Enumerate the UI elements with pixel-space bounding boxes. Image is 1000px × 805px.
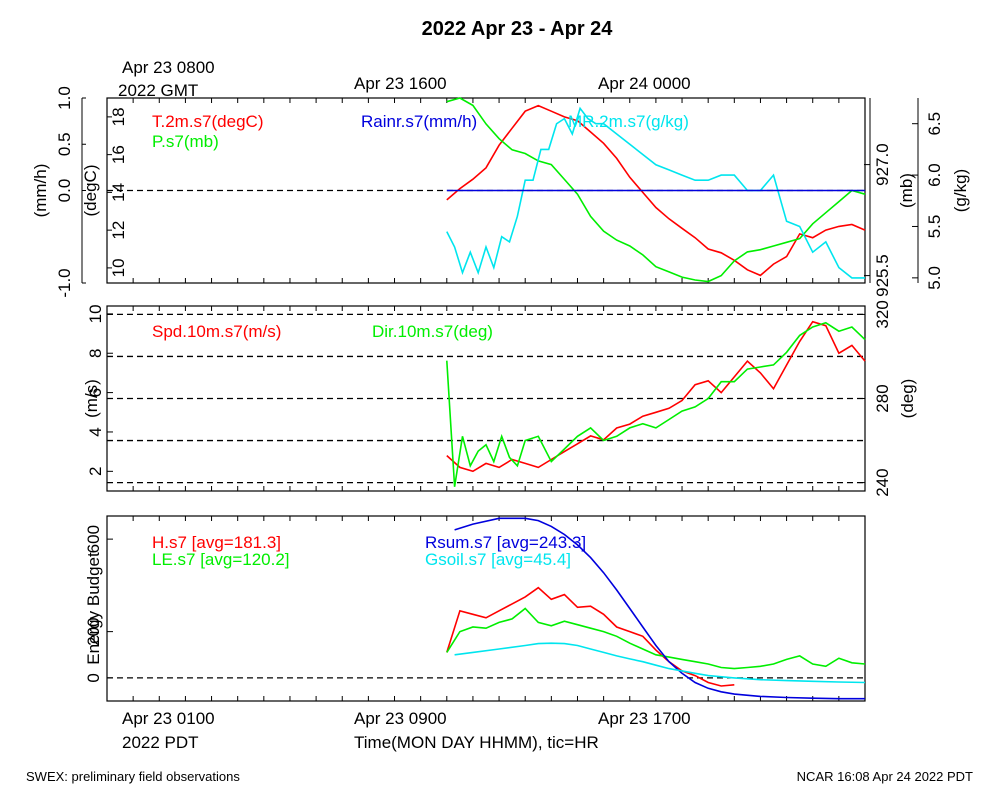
temp-axis-tick-label: 16 bbox=[109, 145, 128, 164]
top-time-label-2: 2022 GMT bbox=[118, 81, 198, 100]
energy-axis-tick-label: 600 bbox=[84, 525, 103, 553]
top-time-label-4: Apr 24 0000 bbox=[598, 74, 691, 93]
speed-axis-tick-label: 4 bbox=[86, 427, 105, 436]
direction-axis-tick-label: 240 bbox=[873, 468, 892, 496]
rain-axis-tick-label: 1.0 bbox=[55, 86, 74, 110]
rain-axis-label: (mm/h) bbox=[31, 164, 50, 218]
legend-p-s7: P.s7(mb) bbox=[152, 132, 219, 151]
bottom-time-label-2: 2022 PDT bbox=[122, 733, 199, 752]
series-line-h-s7 bbox=[446, 586, 735, 687]
energy-axis-label: Energy Budget bbox=[84, 552, 103, 665]
legend-dir-10m-s7: Dir.10m.s7(deg) bbox=[372, 322, 493, 341]
mr-axis-tick-label: 5.0 bbox=[925, 266, 944, 290]
direction-axis-label: (deg) bbox=[898, 379, 917, 419]
legend-rainr-s7: Rainr.s7(mm/h) bbox=[361, 112, 477, 131]
direction-axis-tick-label: 320 bbox=[873, 300, 892, 328]
x-axis-label: Time(MON DAY HHMM), tic=HR bbox=[354, 733, 599, 752]
mr-axis-tick-label: 6.5 bbox=[925, 112, 944, 136]
series-line-t-2m-s7 bbox=[446, 104, 866, 277]
rain-axis-tick-label: -1.0 bbox=[55, 268, 74, 297]
speed-axis-tick-label: 10 bbox=[86, 304, 105, 323]
bottom-time-label-1: Apr 23 0100 bbox=[122, 709, 215, 728]
mr-axis-label: (g/kg) bbox=[951, 169, 970, 212]
bottom-time-label-3: Apr 23 0900 bbox=[354, 709, 447, 728]
speed-axis-tick-label: 2 bbox=[86, 467, 105, 476]
pres-axis-tick-label: 925.5 bbox=[873, 254, 892, 297]
series-line-mr-2m-s7 bbox=[446, 106, 865, 279]
legend-le-s7: LE.s7 [avg=120.2] bbox=[152, 550, 290, 569]
top-time-label-3: Apr 23 1600 bbox=[354, 74, 447, 93]
rain-axis-tick-label: 0.0 bbox=[55, 179, 74, 203]
temp-axis-label: (degC) bbox=[81, 165, 100, 217]
temp-axis-tick-label: 14 bbox=[109, 183, 128, 202]
legend-rsum-s7: Rsum.s7 [avg=243.3] bbox=[425, 533, 586, 552]
bottom-time-label-4: Apr 23 1700 bbox=[598, 709, 691, 728]
temp-axis-tick-label: 12 bbox=[109, 221, 128, 240]
energy-axis-tick-label: 0 bbox=[84, 673, 103, 682]
speed-axis-tick-label: 6 bbox=[86, 388, 105, 397]
series-line-le-s7 bbox=[446, 607, 866, 670]
series-line-p-s7 bbox=[446, 97, 866, 283]
chart-title: 2022 Apr 23 - Apr 24 bbox=[422, 18, 614, 40]
legend-spd-10m-s7: Spd.10m.s7(m/s) bbox=[152, 322, 281, 341]
footer-right: NCAR 16:08 Apr 24 2022 PDT bbox=[797, 769, 973, 784]
speed-axis-tick-label: 8 bbox=[86, 348, 105, 357]
mr-axis-tick-label: 5.5 bbox=[925, 215, 944, 239]
top-time-label-1: Apr 23 0800 bbox=[122, 58, 215, 77]
direction-axis-tick-label: 280 bbox=[873, 384, 892, 412]
speed-axis-label: (m/s) bbox=[82, 379, 101, 418]
temp-axis-tick-label: 18 bbox=[109, 107, 128, 126]
series-line-spd-10m-s7 bbox=[446, 320, 866, 473]
chart-panels: -1.0 0.0 0.5 1.0 (mm/h) 10 12 14 16 18 (degC) 925.5… bbox=[31, 86, 970, 702]
bottom-panel-frame bbox=[106, 515, 866, 702]
series-line-dir-10m-s7 bbox=[446, 321, 866, 487]
pres-axis-tick-label: 927.0 bbox=[873, 143, 892, 186]
series-line-gsoil-s7 bbox=[454, 642, 866, 684]
rain-axis-tick-label: 0.5 bbox=[55, 132, 74, 156]
temp-axis-tick-label: 10 bbox=[109, 258, 128, 277]
legend-mr-2m-s7: MR.2m.s7(g/kg) bbox=[568, 112, 689, 131]
footer-left: SWEX: preliminary field observations bbox=[26, 769, 240, 784]
legend-h-s7: H.s7 [avg=181.3] bbox=[152, 533, 281, 552]
mr-axis-tick-label: 6.0 bbox=[925, 163, 944, 187]
legend-t-2m-s7: T.2m.s7(degC) bbox=[152, 112, 263, 131]
pres-axis-label: (mb) bbox=[897, 173, 916, 208]
energy-axis-tick-label: 200 bbox=[84, 617, 103, 645]
legend-gsoil-s7: Gsoil.s7 [avg=45.4] bbox=[425, 550, 571, 569]
series-line-rsum-s7 bbox=[454, 517, 865, 700]
